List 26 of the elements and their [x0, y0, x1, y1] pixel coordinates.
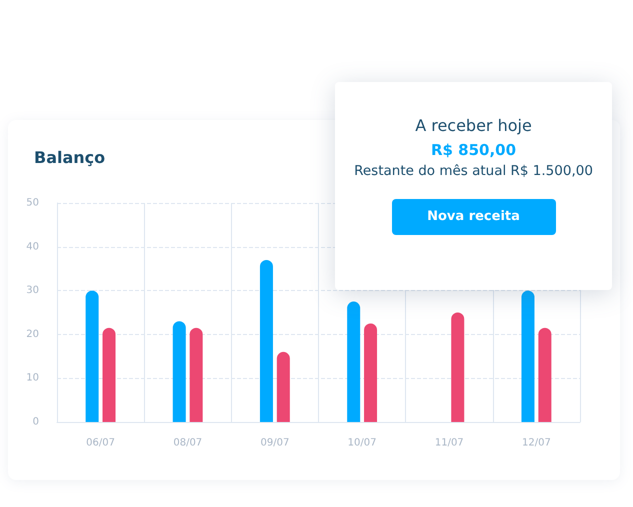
bar	[538, 328, 552, 422]
bar	[364, 323, 378, 422]
x-tick-label: 11/07	[434, 438, 464, 448]
x-tick-label: 06/07	[86, 438, 115, 448]
y-tick-label: 40	[26, 241, 39, 252]
y-tick-label: 30	[26, 285, 39, 296]
info-card: A receber hoje R$ 850,00 Restante do mês atual R$ 1.500,00 Nova receita	[335, 82, 612, 290]
y-tick-label: 50	[26, 198, 39, 208]
bar	[260, 260, 273, 422]
x-tick-label: 10/07	[348, 438, 376, 448]
new-income-button[interactable]: Nova receita	[392, 199, 556, 235]
x-tick-label: 12/07	[522, 438, 551, 448]
x-tick-label: 08/07	[173, 438, 202, 448]
bar	[451, 312, 464, 422]
chart-title: Balanço	[34, 148, 106, 167]
bar	[190, 328, 203, 422]
y-tick-label: 20	[26, 328, 39, 340]
bar	[86, 290, 99, 422]
bar	[347, 302, 360, 422]
y-tick-label: 0	[32, 416, 39, 428]
bar	[172, 321, 186, 422]
y-tick-label: 10	[26, 372, 39, 384]
bar	[521, 290, 534, 422]
bar	[102, 328, 116, 422]
x-tick-label: 09/07	[260, 438, 290, 448]
bar	[276, 352, 290, 422]
